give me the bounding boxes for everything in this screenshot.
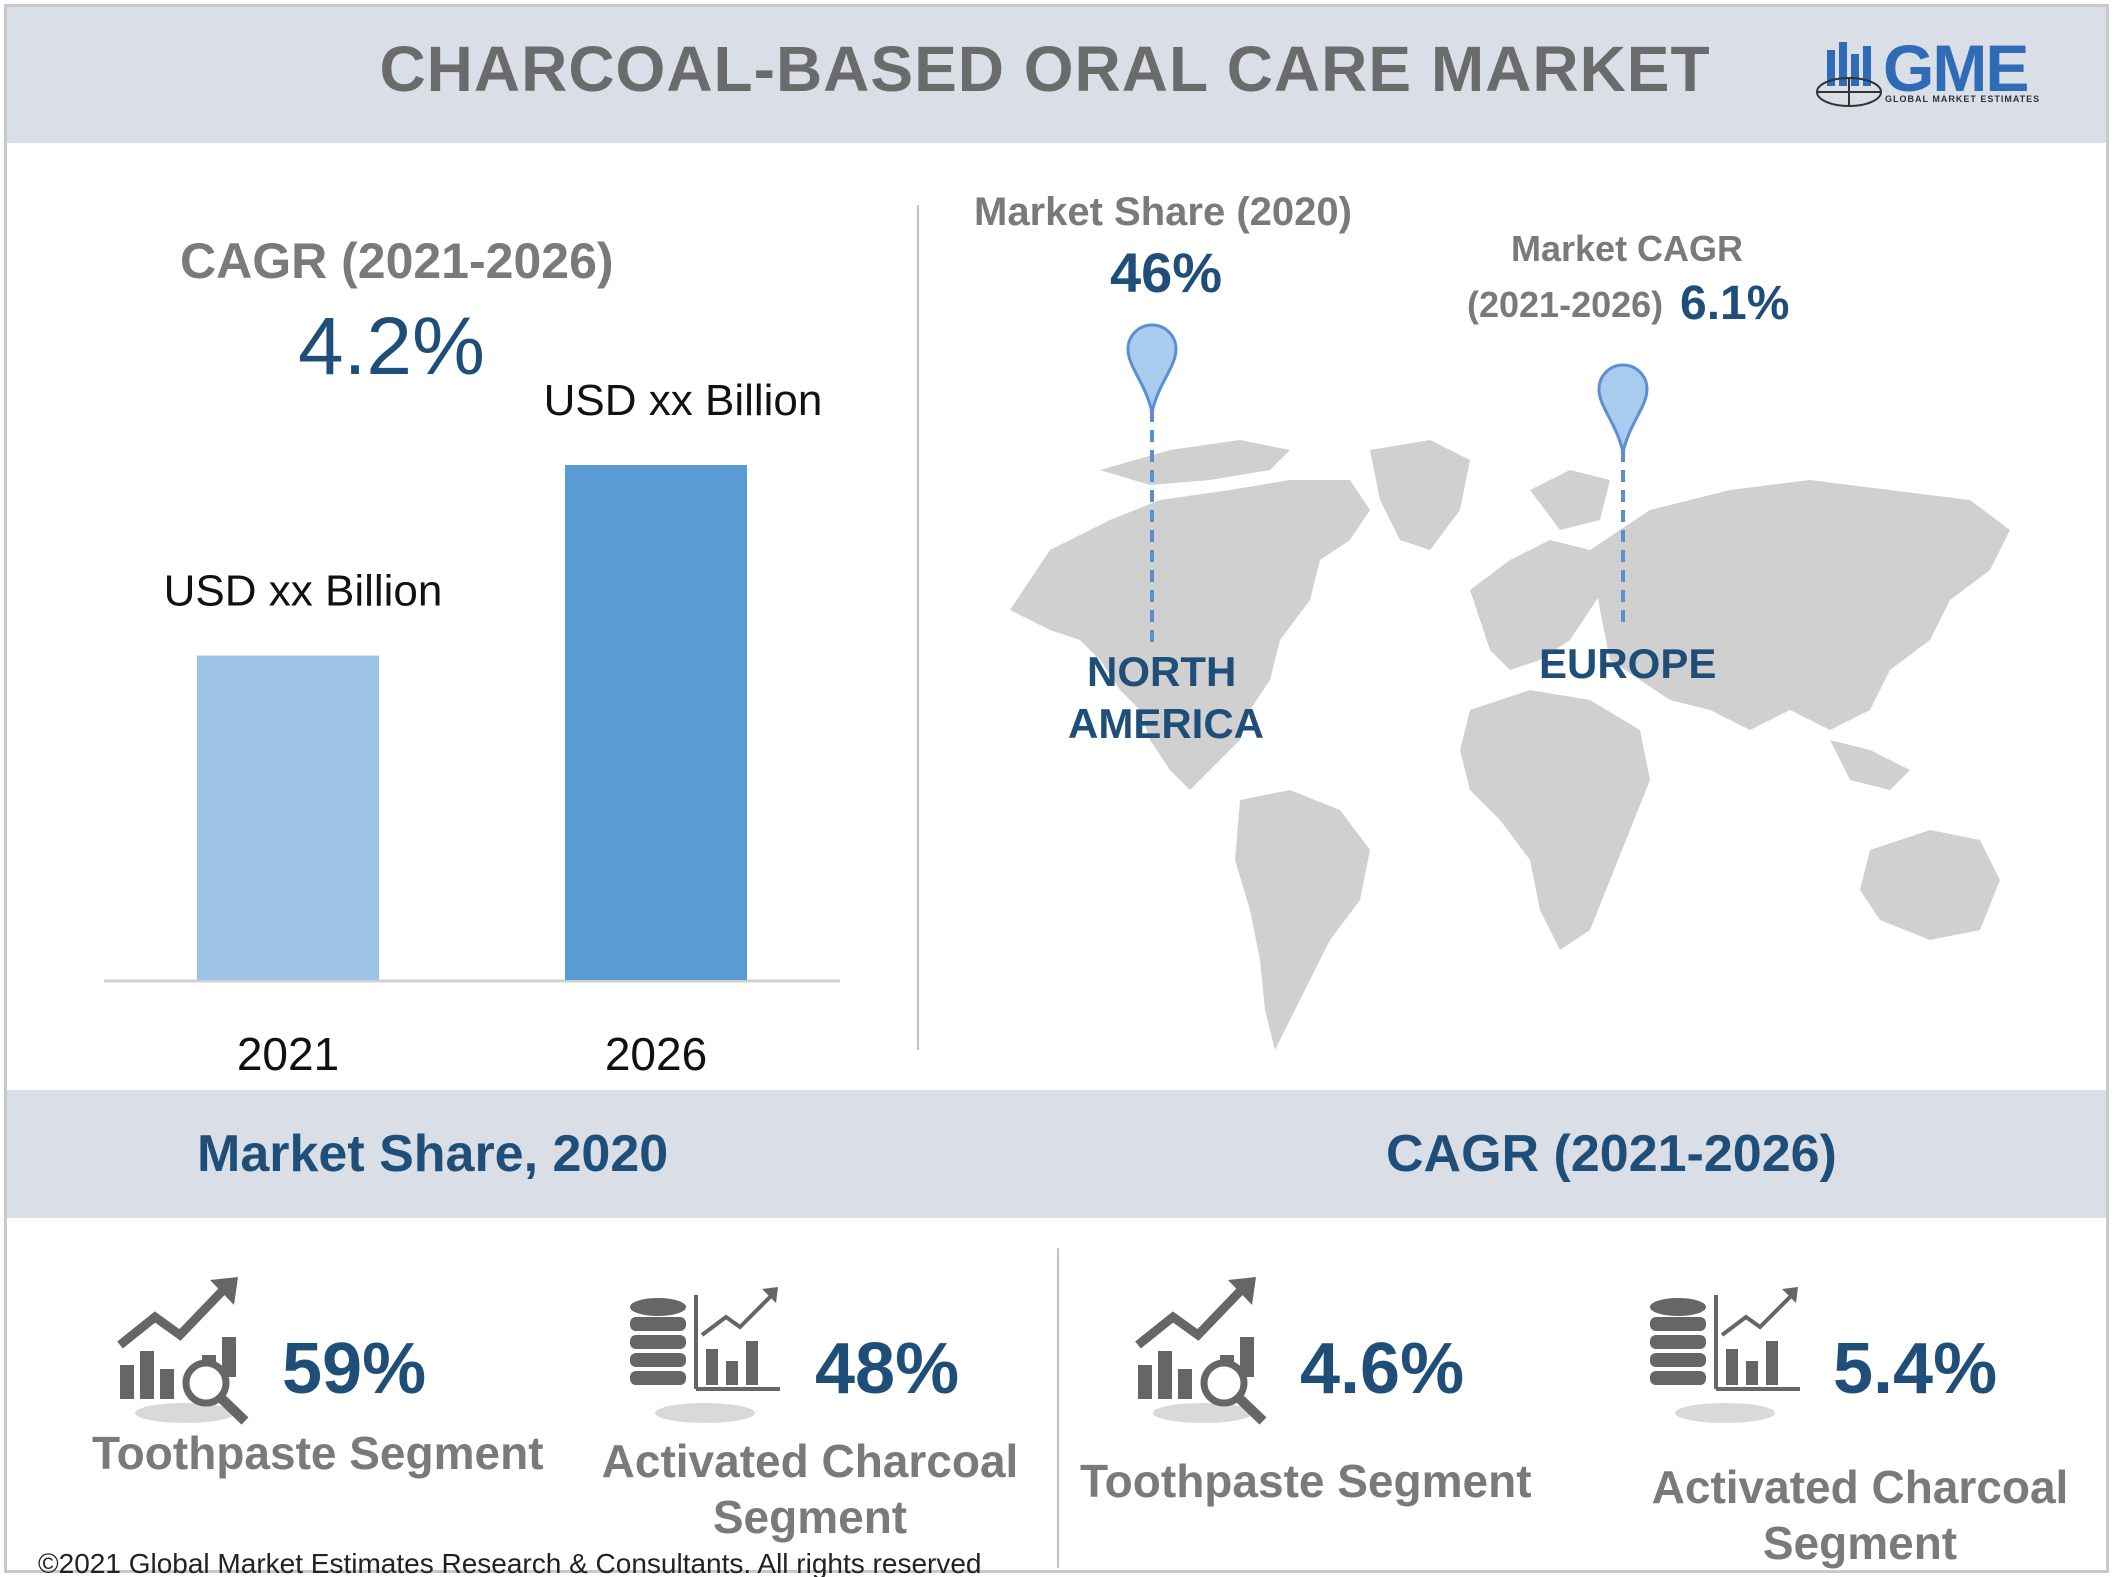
bar-data-label-2021: USD xx Billion xyxy=(164,567,443,616)
page-title: CHARCOAL-BASED ORAL CARE MARKET xyxy=(379,33,1711,105)
share-toothpaste-value: 59% xyxy=(282,1329,427,1409)
share-toothpaste-label: Toothpaste Segment xyxy=(92,1427,544,1479)
greenland-shape xyxy=(1370,440,1470,550)
cagr-toothpaste-label: Toothpaste Segment xyxy=(1080,1455,1532,1507)
chart-magnifier-icon xyxy=(117,1277,249,1425)
section-band xyxy=(7,1090,2106,1218)
cagr-toothpaste-value: 4.6% xyxy=(1300,1329,1465,1409)
world-map xyxy=(1010,410,2010,1050)
x-tick-label-2021: 2021 xyxy=(237,1028,339,1080)
na-stat-value: 46% xyxy=(1110,241,1223,304)
chart-magnifier-icon xyxy=(1135,1277,1267,1425)
logo-text: GME xyxy=(1883,31,2029,105)
na-region-line2: AMERICA xyxy=(1068,700,1264,747)
logo-subtext: GLOBAL MARKET ESTIMATES xyxy=(1885,94,2041,104)
bottom-section-divider xyxy=(1057,1248,1059,1568)
north-america-shape xyxy=(1010,480,1370,790)
cagr-label: CAGR (2021-2026) xyxy=(180,233,614,289)
eu-region: EUROPE xyxy=(1539,640,1717,687)
europe-map-pin-icon xyxy=(1597,363,1649,453)
europe-shape xyxy=(1470,540,1610,670)
bar-data-label-2026: USD xx Billion xyxy=(544,380,823,425)
cagr-heading: CAGR (2021-2026) xyxy=(1386,1125,1837,1183)
top-section-divider xyxy=(917,205,919,1050)
arctic-islands-shape xyxy=(1100,440,1290,485)
cagr-charcoal-label-line2: Segment xyxy=(1762,1517,1958,1569)
globe-logo-icon xyxy=(1816,42,1882,107)
cagr-value: 4.2% xyxy=(298,301,485,392)
bar-2021 xyxy=(197,655,379,980)
database-chart-icon xyxy=(1650,1287,1800,1423)
africa-shape xyxy=(1460,690,1650,950)
market-share-heading: Market Share, 2020 xyxy=(197,1125,669,1183)
south-america-shape xyxy=(1235,790,1370,1050)
cagr-charcoal-label-line1: Activated Charcoal xyxy=(1651,1461,2069,1513)
eu-stat-label-line2: (2021-2026) xyxy=(1467,284,1664,325)
bar-2026 xyxy=(565,465,747,980)
share-charcoal-value: 48% xyxy=(815,1329,960,1409)
header-band xyxy=(7,7,2106,143)
world-map-landmass xyxy=(1010,440,2010,1050)
scandinavia-shape xyxy=(1530,470,1610,530)
cagr-charcoal-value: 5.4% xyxy=(1833,1329,1998,1409)
australia-shape xyxy=(1860,830,2000,940)
na-region-line1: NORTH xyxy=(1087,648,1237,695)
copyright-text: ©2021 Global Market Estimates Research &… xyxy=(38,1548,982,1577)
na-stat-label: Market Share (2020) xyxy=(974,190,1352,234)
north-america-map-pin-icon xyxy=(1126,323,1178,413)
market-size-bar-chart: USD xx Billion 2021 USD xx Billion 2026 xyxy=(104,380,840,1080)
eu-stat-value: 6.1% xyxy=(1680,277,1790,330)
database-chart-icon xyxy=(630,1287,780,1423)
eu-stat-label-line1: Market CAGR xyxy=(1511,228,1744,269)
gme-logo: GME GLOBAL MARKET ESTIMATES xyxy=(1815,31,2065,116)
asia-shape xyxy=(1590,480,2010,730)
share-charcoal-label-line1: Activated Charcoal xyxy=(601,1435,1019,1487)
share-charcoal-label-line2: Segment xyxy=(712,1491,908,1543)
southeast-asia-islands-shape xyxy=(1830,740,1910,790)
x-tick-label-2026: 2026 xyxy=(605,1028,707,1080)
